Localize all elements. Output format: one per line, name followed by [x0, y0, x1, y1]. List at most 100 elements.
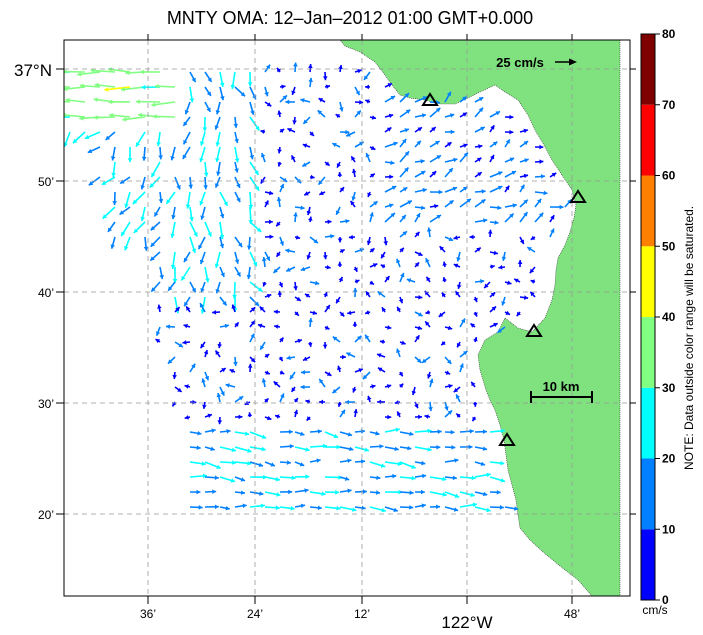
- current-vector-head: [279, 183, 285, 189]
- current-vector-head: [523, 295, 529, 300]
- current-vector-head: [381, 253, 386, 259]
- current-vector-head: [122, 117, 127, 122]
- current-vector-head: [386, 384, 392, 389]
- current-vector-head: [361, 505, 366, 511]
- current-vector-head: [487, 229, 493, 234]
- current-vector-head: [318, 98, 324, 103]
- current-vector-head: [158, 198, 164, 204]
- current-vector-head: [527, 247, 532, 252]
- current-vector-head: [421, 460, 426, 466]
- current-vector-head: [286, 267, 291, 272]
- current-vector-head: [304, 191, 309, 196]
- current-vector-head: [336, 298, 341, 304]
- current-vector-head: [191, 77, 196, 83]
- current-vector-head: [498, 265, 503, 270]
- current-vector-head: [550, 228, 555, 234]
- current-vector-head: [446, 142, 452, 147]
- colorbar-segment: [641, 34, 655, 105]
- current-vector-head: [322, 76, 328, 81]
- current-vector-head: [335, 210, 341, 215]
- current-vector-head: [189, 98, 195, 103]
- current-vector-head: [280, 393, 285, 398]
- current-vector-head: [340, 409, 346, 415]
- current-vector-head: [309, 131, 314, 136]
- current-vector-head: [417, 127, 422, 132]
- current-vector-head: [275, 414, 280, 419]
- colorbar-tick-label: 10: [662, 522, 676, 536]
- current-vector-head: [389, 174, 394, 180]
- current-vector-head: [94, 82, 99, 88]
- current-vector-head: [431, 171, 437, 176]
- current-vector-head: [482, 491, 488, 497]
- current-vector-head: [404, 151, 410, 156]
- current-vector-head: [303, 356, 308, 361]
- current-vector-head: [355, 279, 360, 284]
- current-vector-head: [203, 350, 209, 355]
- current-vector-head: [353, 409, 358, 414]
- current-vector-head: [151, 102, 156, 108]
- current-vector-head: [414, 403, 419, 409]
- current-vector-head: [141, 156, 147, 161]
- current-vector-head: [339, 187, 344, 192]
- current-vector-head: [51, 115, 55, 120]
- colorbar-tick-label: 60: [662, 169, 676, 183]
- current-vector-head: [279, 370, 285, 375]
- current-vector-head: [110, 244, 115, 249]
- current-vector-head: [110, 156, 116, 161]
- current-vector-head: [107, 67, 113, 72]
- lat-tick-37n: 37°N: [14, 61, 52, 80]
- current-vector-head: [215, 289, 220, 294]
- current-vector-head: [453, 235, 458, 240]
- current-vector-head: [406, 278, 412, 283]
- current-vector-head: [172, 374, 177, 379]
- current-vector-head: [323, 255, 328, 260]
- current-vector-head: [277, 149, 282, 154]
- current-vector-head: [496, 489, 501, 495]
- current-vector-head: [516, 311, 521, 317]
- lon-tick-122w: 122°W: [441, 613, 492, 632]
- current-vector-head: [217, 343, 222, 349]
- current-vector-head: [200, 215, 205, 220]
- current-vector-head: [387, 325, 392, 330]
- current-vector: [64, 114, 86, 118]
- current-vector-head: [178, 343, 183, 348]
- current-vector-head: [322, 344, 328, 349]
- current-vector-head: [422, 473, 427, 479]
- current-vector-head: [220, 272, 225, 277]
- current-vector-head: [388, 113, 394, 119]
- current-vector-head: [462, 351, 468, 356]
- current-vector-head: [155, 331, 161, 336]
- current-vector-head: [221, 368, 226, 373]
- tick-marks: [56, 34, 636, 604]
- current-vector-head: [250, 333, 255, 339]
- current-vector-head: [379, 339, 385, 345]
- current-vector-head: [462, 96, 467, 101]
- current-vector-head: [396, 258, 401, 264]
- current-vector-head: [425, 258, 430, 263]
- current-vector-head: [260, 503, 265, 509]
- current-vector-head: [293, 409, 299, 415]
- current-vector-head: [387, 83, 393, 88]
- current-vector-head: [250, 357, 256, 363]
- current-vector-head: [120, 86, 126, 92]
- current-vector-head: [495, 111, 501, 116]
- current-vector-head: [400, 272, 405, 278]
- current-vector-head: [137, 112, 143, 118]
- current-vector-head: [152, 114, 157, 119]
- current-vector-head: [473, 312, 478, 317]
- current-vector-head: [370, 248, 375, 253]
- current-vector-head: [507, 280, 512, 285]
- current-vector-head: [381, 307, 387, 312]
- current-vector-head: [288, 489, 293, 495]
- current-vector-head: [448, 236, 454, 242]
- current-vector-head: [538, 212, 544, 218]
- current-vector-head: [337, 238, 343, 243]
- current-vector-head: [414, 262, 420, 267]
- current-vector-head: [234, 322, 239, 327]
- current-vector-head: [260, 345, 265, 350]
- current-vector-head: [279, 128, 285, 134]
- current-vector-head: [261, 434, 267, 439]
- current-vector-head: [278, 282, 283, 288]
- current-vector-head: [288, 429, 293, 435]
- current-vector-head: [346, 132, 351, 137]
